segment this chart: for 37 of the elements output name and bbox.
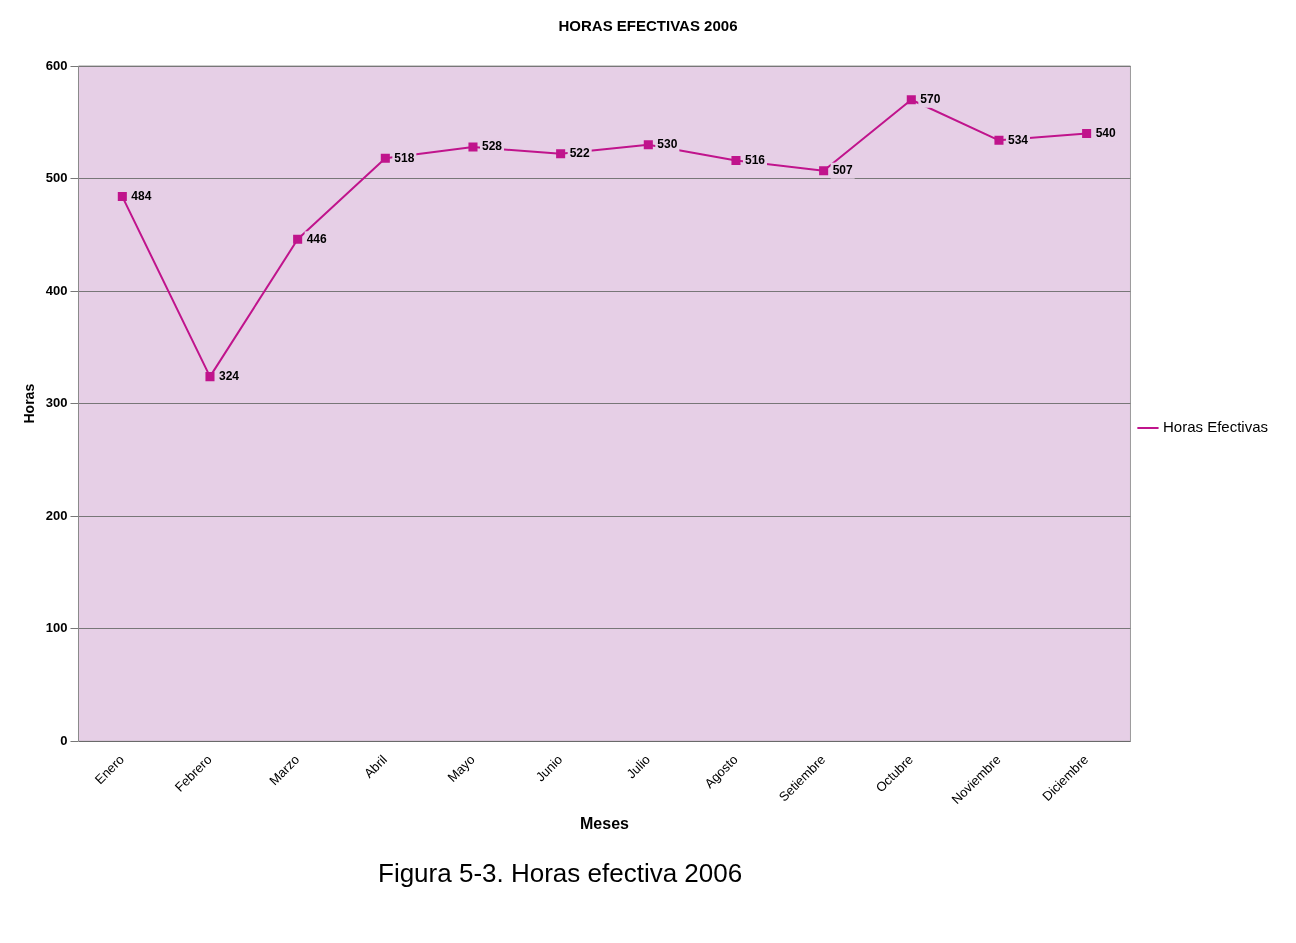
legend-label: Horas Efectivas xyxy=(1162,418,1269,436)
point xyxy=(1082,129,1092,139)
data-label: 484 xyxy=(131,188,152,203)
chart-title: HORAS EFECTIVAS 2006 xyxy=(558,17,738,35)
data-label: 540 xyxy=(1095,125,1116,140)
point xyxy=(643,140,653,150)
y-axis-title: Horas xyxy=(21,383,38,424)
y-tick-label: 0 xyxy=(60,732,68,748)
x-axis-title: Meses xyxy=(580,814,630,832)
x-tick-label: Julio xyxy=(623,751,653,782)
y-tick-label: 600 xyxy=(45,57,68,73)
data-label: 570 xyxy=(920,92,941,107)
data-label: 530 xyxy=(657,137,678,152)
point xyxy=(731,156,741,166)
point xyxy=(906,95,916,105)
data-label: 518 xyxy=(394,150,415,165)
data-label: 324 xyxy=(218,368,240,383)
data-label: 528 xyxy=(481,139,503,154)
y-tick-label: 100 xyxy=(45,620,68,636)
text: Figura 5-3. Horas efectiva 2006 xyxy=(377,858,744,889)
y-tick-label: 300 xyxy=(45,395,68,411)
point xyxy=(468,142,478,152)
y-tick-label: 500 xyxy=(45,170,68,186)
y-tick-label: 400 xyxy=(45,282,68,298)
point xyxy=(117,192,127,202)
y-tick-label: 200 xyxy=(45,507,68,523)
point xyxy=(380,153,390,163)
data-label: 507 xyxy=(832,162,853,177)
data-label: 446 xyxy=(306,231,327,246)
point xyxy=(556,149,566,159)
point xyxy=(994,135,1004,145)
data-label: 534 xyxy=(1007,132,1029,147)
data-label: 516 xyxy=(744,152,766,167)
point xyxy=(293,234,303,244)
data-label: 522 xyxy=(569,146,590,161)
point xyxy=(819,166,829,176)
point xyxy=(205,372,215,382)
